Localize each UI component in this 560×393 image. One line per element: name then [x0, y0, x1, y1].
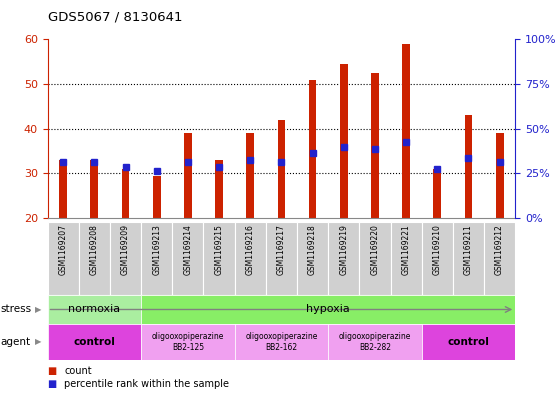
Text: GSM1169208: GSM1169208	[90, 224, 99, 275]
Text: GSM1169213: GSM1169213	[152, 224, 161, 275]
Text: hypoxia: hypoxia	[306, 305, 350, 314]
Bar	[141, 295, 515, 324]
Text: GSM1169212: GSM1169212	[495, 224, 504, 275]
Bar	[48, 295, 141, 324]
Bar	[235, 324, 328, 360]
Bar	[122, 169, 129, 218]
Bar	[235, 222, 266, 295]
Bar	[453, 222, 484, 295]
Bar	[79, 222, 110, 295]
Bar	[48, 324, 141, 360]
Text: GDS5067 / 8130641: GDS5067 / 8130641	[48, 11, 182, 24]
Text: GSM1169211: GSM1169211	[464, 224, 473, 275]
Bar	[496, 133, 503, 218]
Bar	[360, 222, 390, 295]
Bar	[297, 222, 328, 295]
Bar	[328, 324, 422, 360]
Text: GSM1169218: GSM1169218	[308, 224, 317, 275]
Bar	[141, 222, 172, 295]
Text: GSM1169215: GSM1169215	[214, 224, 223, 275]
Bar	[59, 160, 67, 218]
Bar	[402, 44, 410, 218]
Text: oligooxopiperazine
BB2-162: oligooxopiperazine BB2-162	[245, 332, 318, 352]
Bar	[465, 115, 472, 218]
Bar	[246, 133, 254, 218]
Text: GSM1169219: GSM1169219	[339, 224, 348, 275]
Text: control: control	[447, 337, 489, 347]
Text: ■: ■	[48, 366, 57, 376]
Bar	[110, 222, 141, 295]
Bar	[153, 176, 161, 218]
Bar	[422, 222, 453, 295]
Text: ▶: ▶	[35, 305, 41, 314]
Bar	[215, 160, 223, 218]
Text: ▶: ▶	[35, 338, 41, 346]
Bar	[141, 324, 235, 360]
Bar	[48, 222, 79, 295]
Bar	[278, 120, 285, 218]
Text: GSM1169216: GSM1169216	[246, 224, 255, 275]
Text: normoxia: normoxia	[68, 305, 120, 314]
Text: control: control	[73, 337, 115, 347]
Bar	[422, 324, 515, 360]
Bar	[340, 64, 348, 218]
Text: GSM1169209: GSM1169209	[121, 224, 130, 275]
Bar	[266, 222, 297, 295]
Text: oligooxopiperazine
BB2-125: oligooxopiperazine BB2-125	[152, 332, 224, 352]
Text: stress: stress	[1, 305, 32, 314]
Bar	[91, 160, 98, 218]
Text: GSM1169214: GSM1169214	[183, 224, 193, 275]
Bar	[184, 133, 192, 218]
Text: count: count	[64, 366, 92, 376]
Text: GSM1169220: GSM1169220	[370, 224, 380, 275]
Text: GSM1169210: GSM1169210	[433, 224, 442, 275]
Bar	[328, 222, 360, 295]
Text: ■: ■	[48, 378, 57, 389]
Text: agent: agent	[1, 337, 31, 347]
Text: GSM1169217: GSM1169217	[277, 224, 286, 275]
Bar	[309, 79, 316, 218]
Bar	[203, 222, 235, 295]
Bar	[371, 73, 379, 218]
Bar	[484, 222, 515, 295]
Text: percentile rank within the sample: percentile rank within the sample	[64, 378, 230, 389]
Text: GSM1169221: GSM1169221	[402, 224, 410, 275]
Text: GSM1169207: GSM1169207	[59, 224, 68, 275]
Bar	[172, 222, 203, 295]
Bar	[390, 222, 422, 295]
Text: oligooxopiperazine
BB2-282: oligooxopiperazine BB2-282	[339, 332, 411, 352]
Bar	[433, 169, 441, 218]
